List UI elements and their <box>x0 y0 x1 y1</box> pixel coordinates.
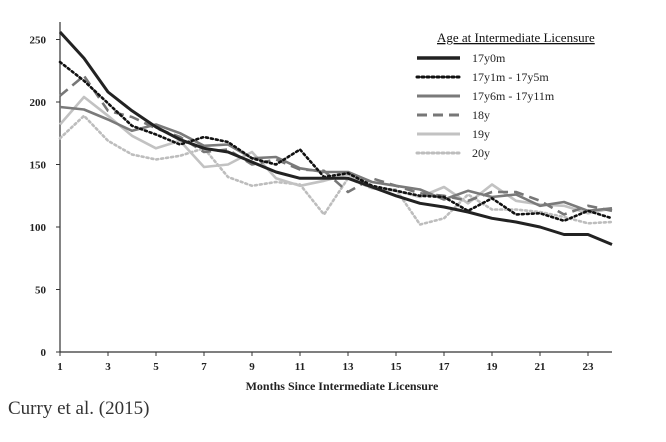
legend: Age at Intermediate Licensure 17y0m 17y1m … <box>415 30 595 160</box>
x-tick-label: 7 <box>201 361 207 373</box>
y-tick-label: 150 <box>30 160 47 172</box>
y-tick-label: 0 <box>41 347 47 359</box>
legend-label: 17y1m - 17y5m <box>472 70 549 84</box>
legend-title: Age at Intermediate Licensure <box>437 30 595 45</box>
citation-text: Curry et al. (2015) <box>8 398 150 419</box>
series-line-17y0m <box>58 30 613 246</box>
x-tick-label: 17 <box>439 361 451 373</box>
legend-label: 17y0m <box>472 51 506 65</box>
x-tick-label: 21 <box>535 361 546 373</box>
x-tick-label: 19 <box>487 361 499 373</box>
series-line-20y <box>58 114 614 226</box>
legend-label: 20y <box>472 146 490 160</box>
x-tick-label: 5 <box>153 361 159 373</box>
series-line-17y1m-17y5m <box>58 60 614 223</box>
x-axis-title: Months Since Intermediate Licensure <box>246 379 439 393</box>
legend-label: 18y <box>472 108 490 122</box>
x-tick-label: 15 <box>391 361 403 373</box>
y-tick-label: 50 <box>35 285 47 297</box>
legend-label: 17y6m - 17y11m <box>472 89 555 103</box>
x-tick-label: 13 <box>343 361 355 373</box>
y-tick-label: 200 <box>30 97 47 109</box>
series-lines <box>58 30 614 246</box>
x-tick-label: 3 <box>105 361 111 373</box>
x-tick-label: 1 <box>57 361 63 373</box>
x-tick-label: 9 <box>249 361 255 373</box>
legend-label: 19y <box>472 127 490 141</box>
y-tick-label: 100 <box>30 222 47 234</box>
x-tick-label: 11 <box>295 361 305 373</box>
y-tick-label: 250 <box>30 35 47 47</box>
x-tick-label: 23 <box>583 361 595 373</box>
